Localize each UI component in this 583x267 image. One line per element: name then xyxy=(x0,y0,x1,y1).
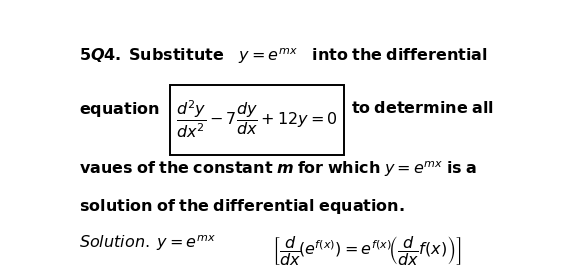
Text: $\mathbf{equation}$: $\mathbf{equation}$ xyxy=(79,100,160,119)
Text: $\mathbf{vaues\;of\;the\;constant}\;\boldsymbol{m}\;\mathbf{for\;which}\; y = e^: $\mathbf{vaues\;of\;the\;constant}\;\bol… xyxy=(79,159,477,179)
FancyBboxPatch shape xyxy=(170,85,344,155)
Text: $\mathit{Solution.}\; y = e^{mx}$: $\mathit{Solution.}\; y = e^{mx}$ xyxy=(79,234,216,253)
Text: $\mathbf{solution\;of\;the\;differential\;equation.}$: $\mathbf{solution\;of\;the\;differential… xyxy=(79,197,405,215)
Text: $\left[\dfrac{d}{dx}\!\left(e^{f(x)}\right) = e^{f(x)}\!\left(\dfrac{d}{dx}f\lef: $\left[\dfrac{d}{dx}\!\left(e^{f(x)}\rig… xyxy=(272,234,461,266)
Text: $\mathbf{to\;determine\;all}$: $\mathbf{to\;determine\;all}$ xyxy=(351,100,494,116)
Text: $\dfrac{d^{2}y}{dx^{2}} - 7\dfrac{dy}{dx} + 12y = 0$: $\dfrac{d^{2}y}{dx^{2}} - 7\dfrac{dy}{dx… xyxy=(176,99,338,140)
Text: $\mathbf{5}\boldsymbol{Q}\mathbf{4.}\;\mathbf{Substitute}\quad y = e^{mx} \quad : $\mathbf{5}\boldsymbol{Q}\mathbf{4.}\;\m… xyxy=(79,46,487,66)
